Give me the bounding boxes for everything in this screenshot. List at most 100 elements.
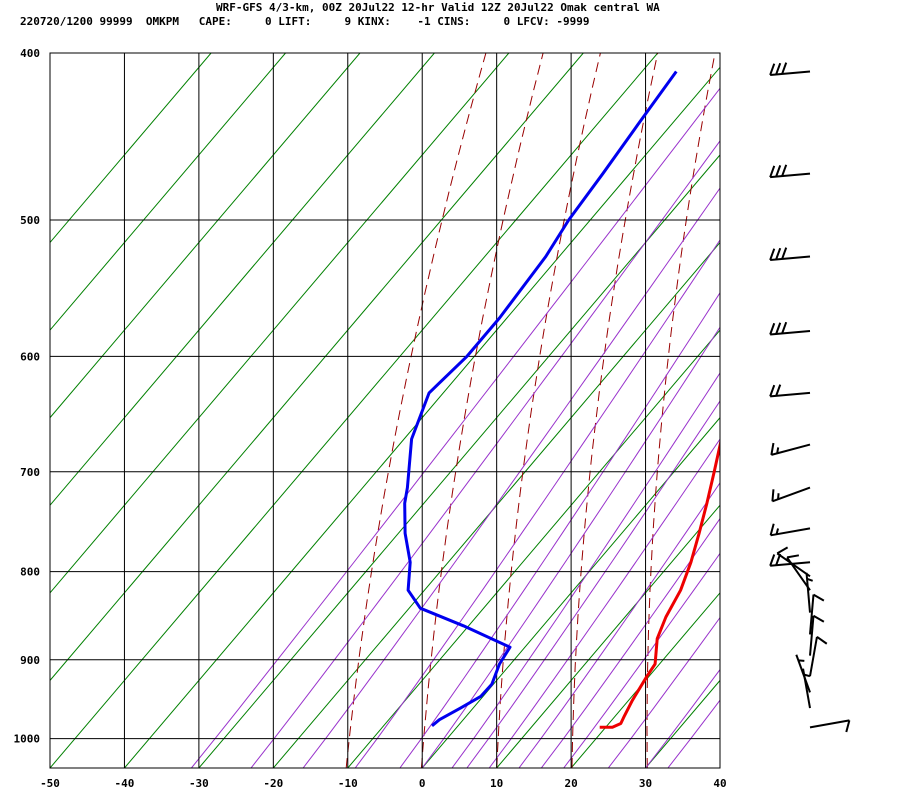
moist-adiabat-line [540, 517, 720, 768]
x-tick-label: 20 [564, 777, 577, 790]
x-tick-label: -10 [338, 777, 358, 790]
wind-barb-feather [775, 322, 782, 335]
wind-barb-staff [809, 719, 850, 729]
wind-barb-half-feather [776, 447, 780, 454]
isotherm-line [50, 53, 510, 594]
isotherm-line [421, 416, 720, 768]
moist-adiabat-line [399, 291, 720, 768]
wind-barb [769, 523, 811, 537]
moist-adiabat-line [302, 187, 720, 768]
isotherm-line [645, 679, 720, 768]
x-tick-label: 10 [490, 777, 503, 790]
wind-barb-feather [769, 165, 776, 178]
dry-adiabat-lines [345, 53, 887, 768]
isotherm-line [272, 241, 720, 768]
x-tick-label: -30 [189, 777, 209, 790]
wind-barb-feather [769, 248, 776, 261]
wind-barb [769, 164, 811, 179]
wind-barb [770, 442, 811, 456]
wind-barb [802, 668, 811, 709]
wind-barb-staff [809, 615, 815, 656]
wind-barb [809, 636, 828, 677]
isotherm-line [347, 329, 720, 768]
wind-barb-feather [769, 384, 776, 397]
wind-barb-feather [781, 164, 788, 177]
wind-barb-feather [781, 321, 788, 334]
wind-barb-half-feather [777, 493, 780, 500]
wind-barb [769, 321, 811, 336]
wind-barb-half-feather [803, 673, 811, 678]
wind-barb [776, 546, 811, 578]
wind-barb-feather [775, 62, 782, 75]
wind-barb-feather [812, 593, 825, 602]
wind-barb-staff [776, 552, 811, 578]
x-tick-label: -50 [40, 777, 60, 790]
wind-barb-feather [812, 614, 825, 623]
isotherm-line [50, 53, 584, 682]
wind-barb-feather [769, 523, 775, 536]
x-tick-label: 40 [713, 777, 726, 790]
wind-barb [771, 486, 811, 503]
dry-adiabat-line [571, 53, 659, 768]
plot-frame [49, 52, 721, 769]
isotherm-line [719, 767, 720, 768]
moist-adiabat-line [488, 438, 720, 768]
temperature-tick-labels: -50 -40 -30 -20 -10 0 10 20 30 40 [40, 777, 727, 790]
moist-adiabat-line [421, 326, 720, 768]
y-tick-label: 500 [20, 214, 40, 227]
wind-barb-staff [809, 594, 815, 635]
moist-adiabat-line [354, 239, 720, 768]
dry-adiabat-line [496, 53, 601, 768]
dry-adiabat-line [420, 53, 544, 768]
isotherm-lines [50, 53, 720, 768]
dewpoint-line [403, 70, 678, 727]
moist-adiabat-line [645, 668, 720, 768]
wind-barb-feather [845, 720, 851, 733]
moist-adiabat-line [191, 87, 720, 768]
sounding-title: WRF-GFS 4/3-km, 00Z 20Jul22 12-hr Valid … [216, 1, 660, 14]
moist-adiabat-line [518, 481, 720, 768]
moist-adiabat-line [451, 372, 720, 768]
wind-barb [809, 614, 825, 656]
isotherm-line [496, 504, 720, 768]
wind-barb-feather [769, 554, 776, 567]
x-tick-label: 0 [419, 777, 426, 790]
isotherm-line [570, 592, 720, 768]
wind-barb [769, 247, 811, 261]
sounding-indices: 220720/1200 99999 OMKPM CAPE: 0 LIFT: 9 … [20, 15, 590, 28]
wind-barb [769, 62, 811, 76]
y-tick-label: 900 [20, 654, 40, 667]
wind-barb [809, 593, 825, 635]
wind-barb-feather [775, 247, 782, 260]
isotherm-line [124, 66, 720, 768]
temperature-line [599, 438, 720, 729]
isotherm-line [50, 53, 435, 507]
wind-barb [786, 554, 811, 591]
pressure-tick-labels: 400 500 600 700 800 900 1000 [14, 47, 41, 746]
wind-barb [769, 553, 811, 567]
y-tick-label: 400 [20, 47, 40, 60]
wind-barb-feather [786, 554, 800, 559]
dry-adiabat-line [719, 585, 720, 701]
wind-barb [805, 572, 814, 613]
y-tick-label: 600 [20, 350, 40, 363]
moist-adiabat-line [607, 616, 720, 768]
y-tick-label: 800 [20, 566, 40, 579]
wind-barb-feather [775, 384, 782, 397]
wind-barb-feather [781, 62, 788, 75]
isotherm-line [50, 53, 361, 419]
moist-adiabat-line [466, 400, 720, 768]
moist-adiabat-lines [191, 87, 720, 768]
y-tick-label: 1000 [14, 733, 41, 746]
moist-adiabat-line [250, 140, 720, 768]
isotherm-line [198, 154, 720, 768]
isotherm-line [50, 53, 212, 244]
wind-barb-feather [770, 442, 775, 456]
wind-barb-feather [816, 636, 828, 645]
moist-adiabat-line [563, 552, 720, 768]
isotherm-line [50, 53, 286, 331]
dry-adiabat-line [859, 53, 887, 768]
wind-barb-feather [769, 63, 776, 76]
profile-lines [403, 70, 720, 729]
